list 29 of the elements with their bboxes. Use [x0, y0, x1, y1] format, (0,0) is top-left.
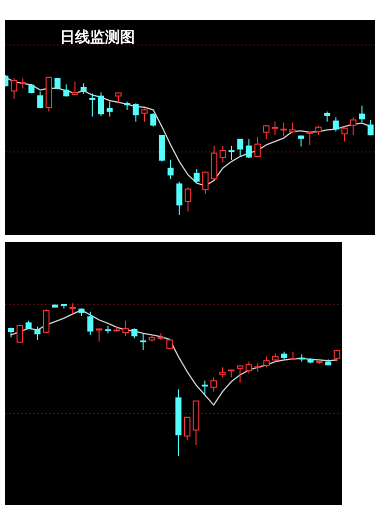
candlestick: [132, 102, 139, 122]
candlestick: [324, 111, 330, 122]
candlestick: [87, 311, 94, 336]
candlestick: [8, 327, 14, 338]
candlestick: [28, 83, 34, 94]
candlestick: [368, 119, 374, 136]
candlestick: [98, 92, 104, 116]
candlestick: [80, 82, 87, 94]
candlestick: [246, 138, 252, 159]
candlestick: [237, 138, 244, 157]
candlestick: [176, 181, 182, 216]
candlestick: [131, 328, 138, 339]
candlestick: [194, 168, 200, 183]
candlestick: [298, 134, 304, 148]
candlestick: [106, 101, 113, 118]
candlestick: [168, 159, 174, 180]
chart-title: 日线监测图: [60, 28, 135, 46]
candlestick: [202, 380, 208, 396]
candlestick: [89, 92, 96, 118]
candlestick: [122, 320, 129, 336]
candlestick: [63, 84, 70, 98]
candlestick: [358, 105, 365, 123]
candlestick: [150, 112, 156, 128]
candlestick: [228, 145, 234, 160]
candlestick: [34, 326, 40, 340]
candlestick: [332, 116, 339, 132]
candlestick: [37, 91, 44, 109]
candlestick: [54, 78, 61, 90]
candlestick: [280, 122, 287, 137]
